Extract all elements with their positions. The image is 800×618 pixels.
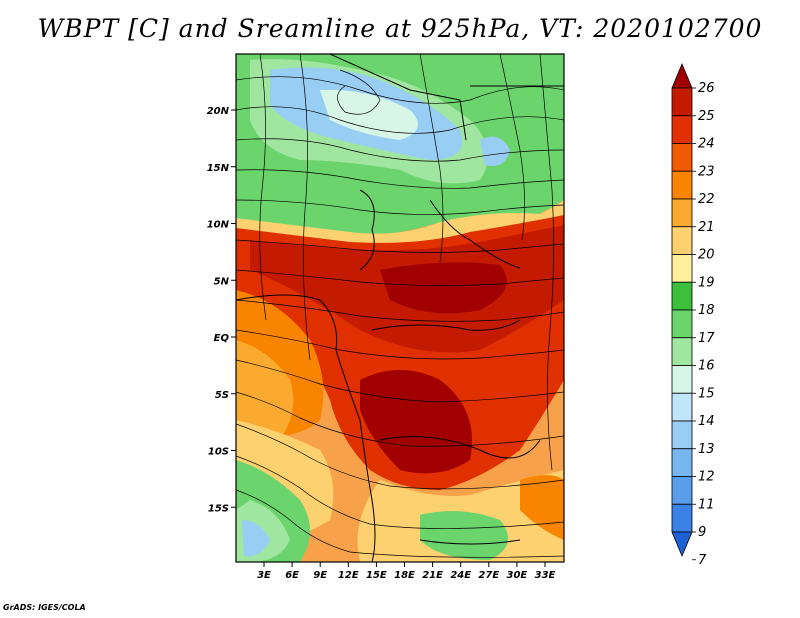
latitude-axis: 20N 15N 10N 5N EQ 5S 10S 15S: [207, 106, 236, 514]
colorbar: 26 25 24 23 22 21 20 19 18 17 16 15 14 13 12 11 9 7: [671, 62, 715, 568]
colorbar-swatch: [671, 254, 693, 283]
colorbar-label: 20: [698, 248, 715, 263]
lat-tick-label: 5S: [215, 390, 229, 401]
map-title: WBPT [C] and Sreamline at 925hPa, VT: 20…: [37, 14, 763, 43]
colorbar-label: 25: [698, 109, 715, 124]
colorbar-label: 9: [698, 525, 706, 540]
lon-tick-label: 27E: [478, 570, 499, 581]
lon-tick-label: 33E: [535, 570, 556, 581]
colorbar-label: 11: [698, 497, 715, 512]
colorbar-lower-arrow: [671, 531, 693, 558]
colorbar-swatch: [671, 309, 693, 339]
lat-tick-label: 15N: [207, 163, 230, 174]
lat-tick-label: 5N: [214, 276, 230, 287]
colorbar-swatch: [671, 337, 693, 366]
country-borders: [236, 54, 564, 562]
colorbar-upper-arrow: [671, 62, 693, 89]
lat-tick-label: EQ: [214, 333, 230, 344]
lat-tick-label: 20N: [207, 106, 230, 117]
colorbar-label: 13: [698, 442, 715, 457]
lon-tick-label: 24E: [450, 570, 471, 581]
lat-tick-label: 10S: [208, 447, 229, 458]
lon-tick-label: 30E: [507, 570, 528, 581]
lon-tick-label: 3E: [257, 570, 271, 581]
colorbar-label: 23: [698, 164, 715, 179]
colorbar-swatch: [671, 198, 693, 228]
colorbar-label: 7: [698, 553, 707, 568]
colorbar-label: 26: [698, 81, 715, 96]
colorbar-swatch: [671, 226, 693, 255]
streamlines: [236, 54, 564, 558]
lon-tick-label: 15E: [366, 570, 387, 581]
colorbar-label: 18: [698, 303, 715, 318]
lon-tick-label: 21E: [422, 570, 443, 581]
colorbar-swatch: [671, 115, 693, 144]
colorbar-swatch: [671, 503, 693, 533]
colorbar-swatch: [671, 448, 693, 477]
longitude-axis: 3E 6E 9E 12E 15E 18E 21E 24E 27E 30E 33E: [257, 562, 556, 581]
grads-credit: GrADS: IGES/COLA: [3, 603, 86, 612]
lon-tick-label: 12E: [338, 570, 359, 581]
colorbar-label: 24: [698, 137, 715, 152]
lat-tick-label: 15S: [208, 503, 229, 514]
colorbar-label: 21: [698, 220, 715, 235]
map-frame: [235, 53, 565, 563]
lon-tick-label: 18E: [394, 570, 415, 581]
colorbar-swatch: [671, 365, 693, 394]
colorbar-swatch: [671, 281, 693, 311]
colorbar-label: 14: [698, 414, 715, 429]
colorbar-swatch: [671, 476, 693, 505]
lat-tick-label: 10N: [207, 220, 230, 231]
colorbar-swatch: [671, 170, 693, 200]
colorbar-label: 16: [698, 359, 715, 374]
colorbar-label: 17: [698, 331, 715, 346]
colorbar-label: 19: [698, 275, 715, 290]
colorbar-label: 22: [698, 192, 715, 207]
colorbar-swatch: [671, 392, 693, 422]
colorbar-swatch: [671, 143, 693, 172]
lon-tick-label: 6E: [285, 570, 299, 581]
lon-tick-label: 9E: [313, 570, 327, 581]
colorbar-swatch: [671, 87, 693, 117]
colorbar-swatch: [671, 420, 693, 450]
colorbar-label: 15: [698, 386, 715, 401]
colorbar-label: 12: [698, 470, 715, 485]
